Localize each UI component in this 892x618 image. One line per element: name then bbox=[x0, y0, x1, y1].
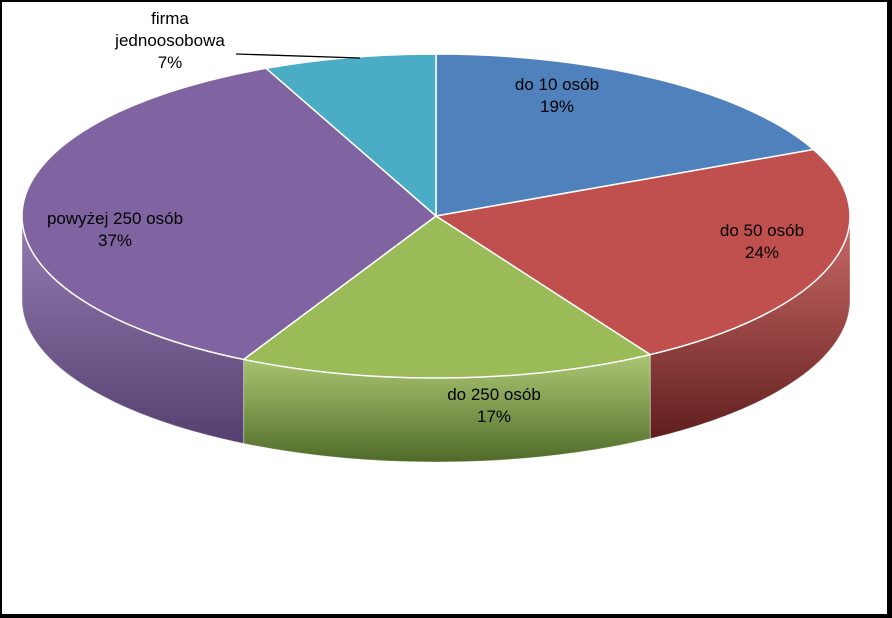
pie-slice-3 bbox=[21, 67, 437, 361]
slice-label-4: firma jednoosobowa 7% bbox=[114, 9, 225, 72]
slice-label-1: do 50 osób 24% bbox=[720, 221, 804, 262]
slice-label-3: powyżej 250 osób 37% bbox=[47, 209, 183, 250]
pie-top-faces bbox=[21, 53, 851, 379]
pie-slice-2 bbox=[242, 215, 651, 379]
pie-labels: do 10 osób 19% do 50 osób 24% do 250 osób 17%… bbox=[47, 9, 804, 426]
slice-value-label-2: 17% bbox=[477, 407, 511, 426]
pie-slice-0 bbox=[435, 53, 815, 217]
pie-slice-1 bbox=[435, 148, 851, 356]
slice-value-label-0: 19% bbox=[540, 97, 574, 116]
slice-value-label-3: 37% bbox=[98, 231, 132, 250]
slice-value-label-1: 24% bbox=[745, 243, 779, 262]
slice-label-2: do 250 osób 17% bbox=[447, 385, 541, 426]
slice-label-0: do 10 osób 19% bbox=[515, 75, 599, 116]
leader-line bbox=[235, 53, 361, 59]
slice-value-label-4: 7% bbox=[158, 53, 183, 72]
